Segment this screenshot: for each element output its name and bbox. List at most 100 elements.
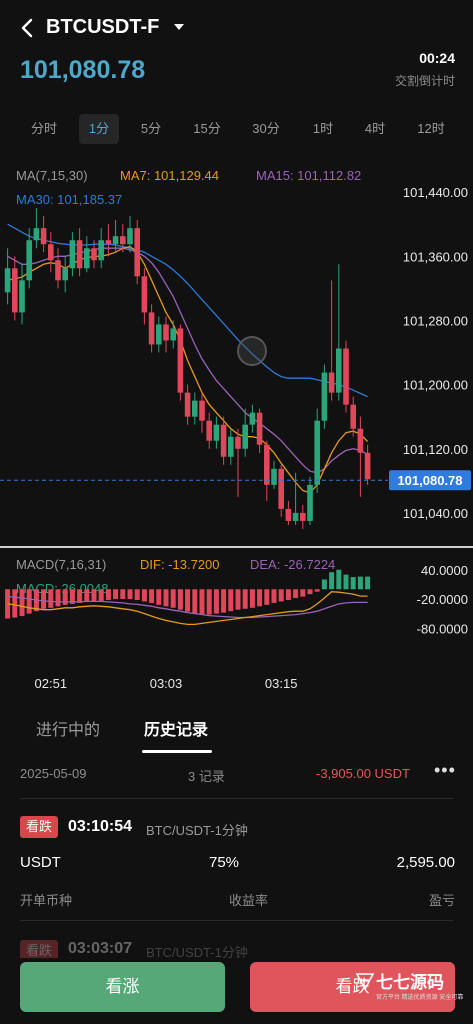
macd-bar	[257, 589, 263, 607]
watermark-subtitle: 官方平台 精选优质资源 安全可靠	[376, 995, 464, 1001]
candle-body	[350, 404, 356, 429]
candle-body	[105, 240, 112, 245]
price-axis-tick: 101,440.00	[403, 185, 468, 200]
candle-body	[336, 348, 342, 393]
ma30-legend: MA30: 101,185.37	[16, 192, 123, 207]
dif-legend: DIF: -13.7200	[140, 557, 220, 572]
macd-bar	[213, 589, 219, 614]
macd-bar	[62, 589, 68, 605]
candle-body	[213, 424, 220, 441]
summary-pnl: -3,905.00 USDT	[316, 766, 410, 781]
dea-legend: DEA: -26.7224	[250, 557, 336, 572]
tab-history[interactable]: 历史记录	[144, 722, 209, 739]
candle-body	[62, 268, 68, 281]
candle-body	[271, 468, 277, 485]
candle-body	[134, 228, 140, 277]
macd-bar	[221, 589, 227, 613]
macd-legend-label: MACD(7,16,31)	[16, 557, 107, 572]
history-record[interactable]: 看跌 03:10:54 BTC/USDT-1分钟 USDT 75% 2,595.…	[0, 810, 473, 920]
macd-bar	[264, 589, 270, 605]
chart-area[interactable]: MA(7,15,30) MA7: 101,129.44 MA15: 101,11…	[0, 160, 473, 700]
label-currency: 开单币种	[20, 893, 73, 908]
candle-body	[321, 372, 328, 421]
record-time: 03:10:54	[68, 818, 133, 835]
price-axis-tick: 101,360.00	[403, 249, 468, 264]
record-pair: BTC/USDT-1分钟	[146, 823, 248, 838]
ma30-line	[7, 223, 368, 398]
macd-bar	[5, 589, 11, 619]
interval-1m[interactable]: 1分	[79, 114, 119, 144]
candle-body	[206, 420, 212, 441]
crosshair-cursor	[237, 336, 267, 366]
label-profit: 盈亏	[428, 893, 455, 908]
macd-axis-tick: -80.0000	[417, 621, 468, 636]
buy-fall-button[interactable]: 看跌	[250, 962, 455, 1012]
record-currency: USDT	[20, 854, 61, 871]
symbol-selector[interactable]: BTCUSDT-F	[46, 16, 160, 38]
interval-4h[interactable]: 4时	[364, 121, 386, 136]
macd-bar	[26, 589, 32, 614]
macd-bar	[228, 589, 234, 612]
candle-body	[177, 328, 184, 393]
time-axis-tick: 03:03	[150, 676, 183, 691]
price-axis-tick: 101,120.00	[403, 442, 468, 457]
candle-body	[364, 452, 371, 480]
candle-body	[220, 424, 227, 457]
candle-body	[19, 280, 25, 313]
candle-body	[141, 276, 148, 313]
tab-in-progress[interactable]: 进行中的	[36, 722, 101, 739]
summary-date[interactable]: 2025-05-09	[20, 766, 87, 781]
macd-bar	[113, 589, 119, 599]
caret-down-icon[interactable]	[172, 20, 186, 34]
macd-bar	[192, 589, 198, 614]
macd-bar	[48, 589, 54, 608]
candle-body	[4, 268, 11, 293]
macd-bar	[127, 589, 133, 599]
current-price-tag	[389, 470, 471, 491]
candle-body	[307, 484, 313, 521]
record-pair: BTC/USDT-1分钟	[146, 945, 248, 958]
watermark-title: 七七源码	[376, 973, 444, 992]
interval-5m[interactable]: 5分	[140, 121, 162, 136]
interval-15m[interactable]: 15分	[193, 121, 221, 136]
header: BTCUSDT-F 101,080.78 00:24 交割倒计时	[0, 0, 473, 110]
history-record[interactable]: 看跌 03:03:07 BTC/USDT-1分钟	[0, 938, 473, 958]
interval-timeline[interactable]: 分时	[30, 121, 57, 136]
macd-bar	[235, 589, 241, 610]
candle-body	[127, 228, 133, 245]
candle-body	[300, 512, 306, 521]
candle-body	[292, 512, 299, 521]
macd-bar	[357, 576, 363, 590]
interval-12h[interactable]: 12时	[417, 121, 445, 136]
interval-1h[interactable]: 1时	[312, 121, 334, 136]
dea-line	[7, 595, 368, 619]
macd-bar	[321, 579, 327, 590]
macd-bar	[69, 589, 75, 604]
interval-30m[interactable]: 30分	[252, 121, 280, 136]
macd-bar	[156, 589, 162, 605]
buy-rise-button[interactable]: 看涨	[20, 962, 225, 1012]
kline-chart[interactable]: 101,440.00 101,360.00 101,280.00 101,200.00…	[0, 160, 473, 700]
macd-bar	[249, 589, 255, 608]
more-icon[interactable]: •••	[434, 760, 456, 780]
candle-body	[328, 372, 335, 393]
candle-body	[357, 428, 364, 453]
record-profit: 2,595.00	[396, 854, 455, 871]
macd-bar	[278, 589, 284, 602]
ma-legend-label: MA(7,15,30)	[16, 168, 88, 183]
macd-bar	[120, 589, 126, 599]
macd-bar	[41, 589, 47, 609]
candle-body	[278, 468, 284, 509]
record-time: 03:03:07	[68, 940, 133, 957]
macd-bar	[206, 589, 212, 615]
back-arrow-icon[interactable]	[18, 17, 38, 39]
candle-body	[184, 392, 191, 417]
macd-bar	[329, 572, 335, 590]
tab-underline	[142, 750, 212, 753]
candle-body	[91, 248, 97, 261]
macd-axis-tick: 40.0000	[421, 563, 468, 578]
macd-bar	[293, 589, 299, 599]
candle-body	[55, 260, 61, 281]
candle-body	[12, 268, 18, 313]
candle-body	[285, 508, 292, 521]
